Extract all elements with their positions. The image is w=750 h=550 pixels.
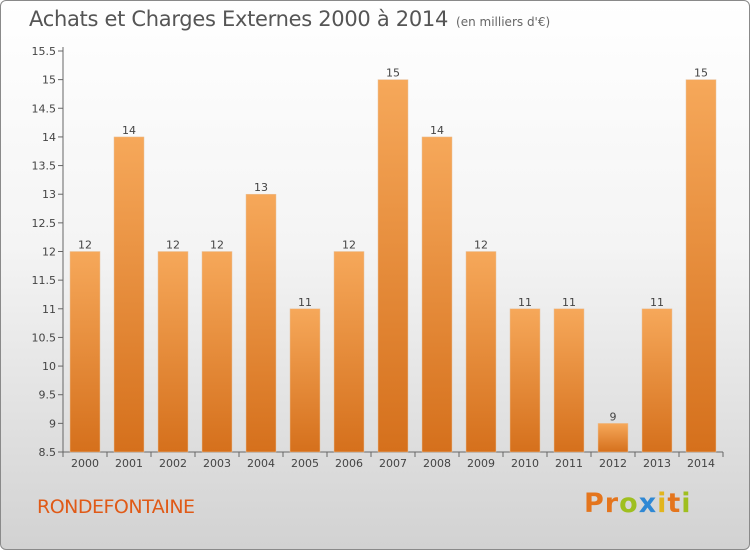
x-tick-label: 2003 — [203, 457, 231, 470]
x-tick-label: 2012 — [599, 457, 627, 470]
bar — [641, 308, 673, 453]
chart-title-text: Achats et Charges Externes 2000 à 2014 — [29, 7, 449, 31]
bars — [69, 79, 717, 453]
x-tick-label: 2007 — [379, 457, 407, 470]
data-label: 11 — [518, 296, 532, 309]
data-label: 11 — [562, 296, 576, 309]
bar — [553, 308, 585, 453]
logo-letter: i — [681, 488, 692, 519]
data-label: 12 — [342, 239, 356, 252]
bar — [69, 251, 101, 453]
logo-letter: P — [584, 488, 605, 519]
logo-letter: o — [619, 488, 639, 519]
y-tick-label: 11 — [42, 303, 56, 316]
data-label: 12 — [210, 239, 224, 252]
chart-subtitle: (en milliers d'€) — [456, 15, 551, 29]
place-name: RONDEFONTAINE — [37, 496, 195, 518]
y-tick-label: 10.5 — [32, 331, 57, 344]
x-tick-label: 2014 — [687, 457, 715, 470]
data-label: 12 — [474, 239, 488, 252]
y-tick-label: 8.5 — [39, 446, 57, 459]
y-tick-label: 9.5 — [39, 389, 57, 402]
x-tick-label: 2005 — [291, 457, 319, 470]
x-tick-label: 2009 — [467, 457, 495, 470]
y-tick-label: 11.5 — [32, 274, 57, 287]
x-tick-label: 2010 — [511, 457, 539, 470]
data-label: 14 — [122, 124, 136, 137]
y-tick-label: 13.5 — [32, 160, 57, 173]
logo-letter: r — [604, 488, 620, 519]
logo-letter: x — [638, 488, 658, 519]
bar — [245, 193, 277, 453]
y-tick-label: 10 — [42, 360, 56, 373]
y-tick-label: 13 — [42, 188, 56, 201]
y-tick-label: 14.5 — [32, 102, 57, 115]
bar — [421, 136, 453, 453]
bar — [201, 251, 233, 453]
data-label: 12 — [78, 239, 92, 252]
logo-letter: i — [657, 488, 668, 519]
logo-letter: t — [667, 488, 682, 519]
y-tick-label: 15 — [42, 74, 56, 87]
bar — [113, 136, 145, 453]
data-label: 12 — [166, 239, 180, 252]
bar — [685, 79, 717, 453]
bar — [377, 79, 409, 453]
data-label: 9 — [610, 410, 617, 423]
proxiti-logo: Proxiti — [584, 488, 692, 519]
chart-title: Achats et Charges Externes 2000 à 2014 (e… — [29, 7, 550, 31]
data-label: 14 — [430, 124, 444, 137]
bar — [157, 251, 189, 453]
data-label: 15 — [694, 67, 708, 80]
data-label: 13 — [254, 181, 268, 194]
x-tick-label: 2004 — [247, 457, 275, 470]
y-tick-label: 15.5 — [32, 45, 57, 58]
x-tick-label: 2011 — [555, 457, 583, 470]
bar — [333, 251, 365, 453]
x-tick-label: 2008 — [423, 457, 451, 470]
x-tick-label: 2006 — [335, 457, 363, 470]
bar — [509, 308, 541, 453]
x-axis: 2000 2001 2002 2003 2004 2005 2006 2007 2008 2009… — [62, 451, 724, 470]
y-axis: 8.5 9 9.5 10 10.5 11 11.5 12 12.5 13 13.5 14 14.5 15 1… — [32, 45, 64, 459]
data-label: 11 — [298, 296, 312, 309]
data-labels: 12 14 12 12 13 11 12 15 14 12 11 11 9 11 15 — [78, 67, 708, 424]
x-tick-label: 2013 — [643, 457, 671, 470]
x-tick-label: 2000 — [71, 457, 99, 470]
x-tick-label: 2002 — [159, 457, 187, 470]
y-tick-label: 12 — [42, 246, 56, 259]
bar — [289, 308, 321, 453]
y-tick-label: 12.5 — [32, 217, 57, 230]
bar — [465, 251, 497, 453]
y-tick-label: 14 — [42, 131, 56, 144]
data-label: 11 — [650, 296, 664, 309]
data-label: 15 — [386, 67, 400, 80]
bar — [597, 423, 629, 453]
x-tick-label: 2001 — [115, 457, 143, 470]
y-tick-label: 9 — [49, 417, 56, 430]
